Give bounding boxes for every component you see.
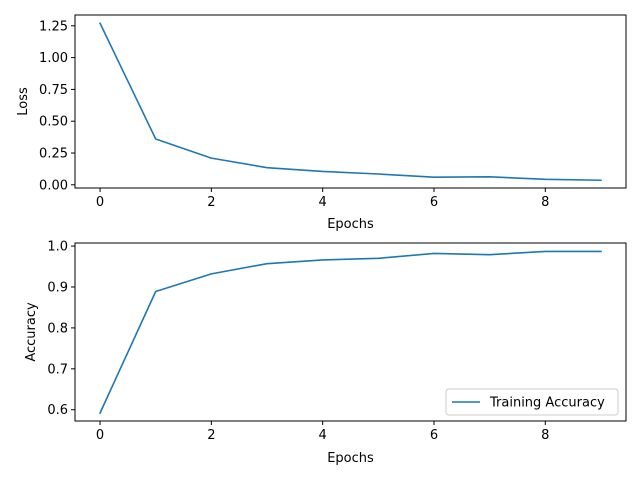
loss-y-tick-label: 0.50 (39, 115, 68, 130)
accuracy-y-tick-label: 1.0 (47, 240, 68, 255)
accuracy-axes-frame (74, 242, 627, 422)
accuracy-y-tick-label: 0.7 (47, 362, 68, 377)
legend-label: Training Accuracy (489, 396, 605, 411)
loss-x-tick-label: 8 (541, 195, 549, 210)
accuracy-y-tick-label: 0.8 (47, 321, 68, 336)
accuracy-x-tick-label: 8 (541, 428, 549, 443)
loss-plot-area (98, 22, 602, 182)
loss-x-tick-label: 6 (430, 195, 438, 210)
accuracy-x-tick-label: 4 (319, 428, 327, 443)
loss-subplot: Epochs Loss 0 2 4 6 8 0.00 0.25 0.50 0.75 1.00 1.2… (16, 14, 627, 232)
loss-x-tick-label: 2 (207, 195, 215, 210)
loss-y-axis-label: Loss (16, 87, 31, 116)
accuracy-x-tick-label: 6 (430, 428, 438, 443)
loss-axes-frame (74, 14, 627, 189)
loss-y-tick-label: 0.75 (39, 83, 68, 98)
accuracy-y-tick-label: 0.6 (47, 403, 68, 418)
accuracy-y-tick-label: 0.9 (47, 280, 68, 295)
accuracy-series-line-0 (98, 250, 602, 415)
accuracy-legend: Training Accuracy (445, 388, 619, 416)
loss-y-tick-label: 0.25 (39, 147, 68, 162)
legend-box (445, 388, 619, 416)
loss-x-tick-label: 0 (96, 195, 104, 210)
accuracy-plot-area (98, 250, 602, 415)
accuracy-x-axis-label: Epochs (327, 451, 374, 466)
accuracy-x-tick-label: 2 (207, 428, 215, 443)
loss-series-line-0 (98, 22, 602, 182)
accuracy-y-axis-label: Accuracy (24, 302, 39, 362)
loss-y-tick-label: 0.00 (39, 178, 68, 193)
loss-x-axis-label: Epochs (327, 217, 374, 232)
accuracy-subplot: Epochs Accuracy Training Accuracy 0 2 4 6 8 0… (24, 240, 627, 466)
loss-x-tick-label: 4 (319, 195, 327, 210)
accuracy-x-tick-label: 0 (96, 428, 104, 443)
loss-y-tick-label: 1.00 (39, 51, 68, 66)
loss-y-tick-label: 1.25 (39, 19, 68, 34)
